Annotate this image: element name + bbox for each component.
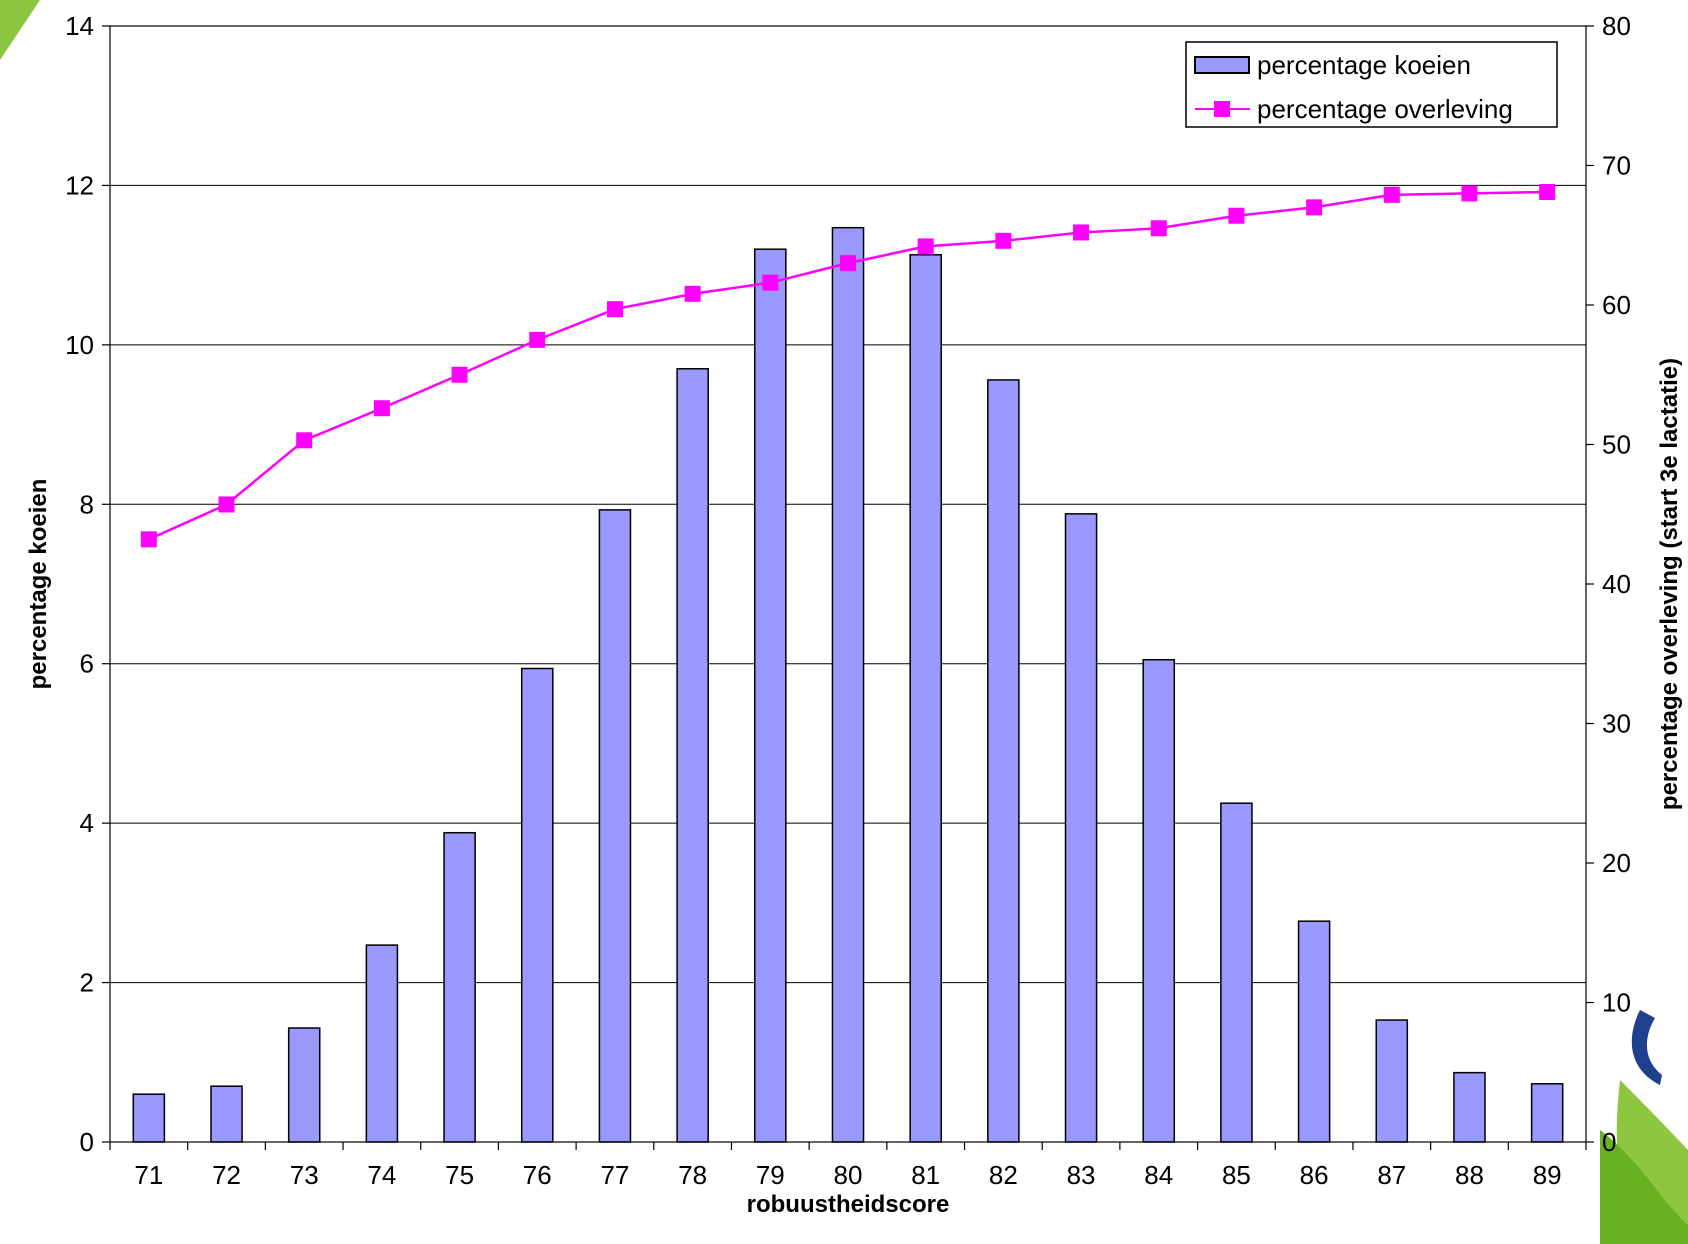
x-tick-label: 80 xyxy=(834,1160,863,1190)
legend-label-overleving: percentage overleving xyxy=(1257,94,1513,124)
y-tick-label: 4 xyxy=(80,808,94,838)
x-tick-label: 72 xyxy=(212,1160,241,1190)
bar-series xyxy=(132,226,1564,1143)
line-marker xyxy=(296,432,313,449)
bar xyxy=(520,667,554,1143)
bar xyxy=(598,509,632,1143)
line-marker xyxy=(1073,224,1090,241)
x-tick-label: 78 xyxy=(678,1160,707,1190)
logo-swoosh-icon xyxy=(1600,1010,1688,1244)
x-tick-label: 84 xyxy=(1144,1160,1173,1190)
line-marker xyxy=(606,301,623,318)
legend-label-koeien: percentage koeien xyxy=(1257,50,1471,80)
line-series xyxy=(140,184,1556,548)
x-tick-label: 75 xyxy=(445,1160,474,1190)
x-tick-label: 77 xyxy=(600,1160,629,1190)
x-tick-label: 85 xyxy=(1222,1160,1251,1190)
line-marker xyxy=(451,366,468,383)
x-tick-label: 71 xyxy=(134,1160,163,1190)
bar xyxy=(365,944,399,1143)
legend-swatch-marker xyxy=(1214,101,1230,117)
bar xyxy=(987,379,1020,1143)
line-marker xyxy=(1228,207,1245,224)
legend: percentage koeien percentage overleving xyxy=(1185,41,1558,128)
line-marker xyxy=(1383,186,1400,203)
line-marker xyxy=(684,285,701,302)
y-tick-label: 2 xyxy=(80,968,94,998)
x-tick-label: 81 xyxy=(911,1160,940,1190)
x-tick-label: 79 xyxy=(756,1160,785,1190)
line-marker xyxy=(762,274,779,291)
x-tick-label: 89 xyxy=(1533,1160,1562,1190)
y2-axis-title: percentage overleving (start 3e lactatie… xyxy=(1656,358,1683,810)
y-axis-title: percentage koeien xyxy=(25,479,52,690)
y-tick-label: 14 xyxy=(65,11,94,41)
line-marker xyxy=(1539,184,1556,201)
x-axis-title: robuustheidscore xyxy=(747,1191,950,1218)
y2-tick-label: 20 xyxy=(1602,848,1631,878)
bar xyxy=(1142,658,1176,1143)
x-tick-label: 87 xyxy=(1377,1160,1406,1190)
y2-tick-label: 80 xyxy=(1602,11,1631,41)
bar xyxy=(287,1027,321,1143)
x-tick-label: 82 xyxy=(989,1160,1018,1190)
y-tick-label: 0 xyxy=(80,1127,94,1157)
x-tick-label: 88 xyxy=(1455,1160,1484,1190)
y2-tick-label: 70 xyxy=(1602,151,1631,181)
bar xyxy=(1064,513,1098,1143)
legend-swatch-bar xyxy=(1194,56,1250,74)
axes: 0 2 4 6 8 10 12 14 0 10 20 30 40 50 60 70 80 71 72 73 74 75 76… xyxy=(65,11,1631,1190)
bar xyxy=(1530,1083,1564,1143)
bar xyxy=(132,1093,166,1143)
line-marker xyxy=(840,255,856,272)
bar xyxy=(443,831,476,1143)
line-marker xyxy=(529,331,546,348)
y2-tick-label: 30 xyxy=(1602,709,1631,739)
line-marker xyxy=(140,531,157,548)
y2-tick-label: 40 xyxy=(1602,569,1631,599)
x-tick-label: 74 xyxy=(367,1160,396,1190)
line-marker xyxy=(917,238,934,255)
line-marker xyxy=(1461,185,1478,202)
line-marker xyxy=(1306,199,1323,216)
x-tick-label: 83 xyxy=(1067,1160,1096,1190)
x-tick-label: 86 xyxy=(1300,1160,1329,1190)
bar xyxy=(831,226,865,1143)
line-marker xyxy=(218,496,235,513)
y-tick-label: 6 xyxy=(80,649,94,679)
line-marker xyxy=(1150,220,1167,237)
x-tick-label: 76 xyxy=(523,1160,552,1190)
y2-tick-label: 50 xyxy=(1602,430,1631,460)
y2-tick-label: 60 xyxy=(1602,290,1631,320)
bar xyxy=(210,1085,243,1143)
bar xyxy=(909,254,942,1143)
y2-tick-label: 0 xyxy=(1602,1127,1616,1157)
x-tick-label: 73 xyxy=(290,1160,319,1190)
y2-tick-label: 10 xyxy=(1602,988,1631,1018)
line-marker xyxy=(373,400,390,417)
y-tick-label: 12 xyxy=(65,170,94,200)
bar xyxy=(754,248,787,1143)
bar xyxy=(1453,1071,1486,1143)
bar xyxy=(676,368,709,1143)
bar xyxy=(1297,920,1331,1143)
line-marker xyxy=(995,232,1012,249)
bar xyxy=(1375,1019,1409,1143)
corner-swoosh-top-left xyxy=(0,0,40,60)
bar xyxy=(1220,802,1253,1143)
y-tick-label: 8 xyxy=(80,489,94,519)
y-tick-label: 10 xyxy=(65,330,94,360)
